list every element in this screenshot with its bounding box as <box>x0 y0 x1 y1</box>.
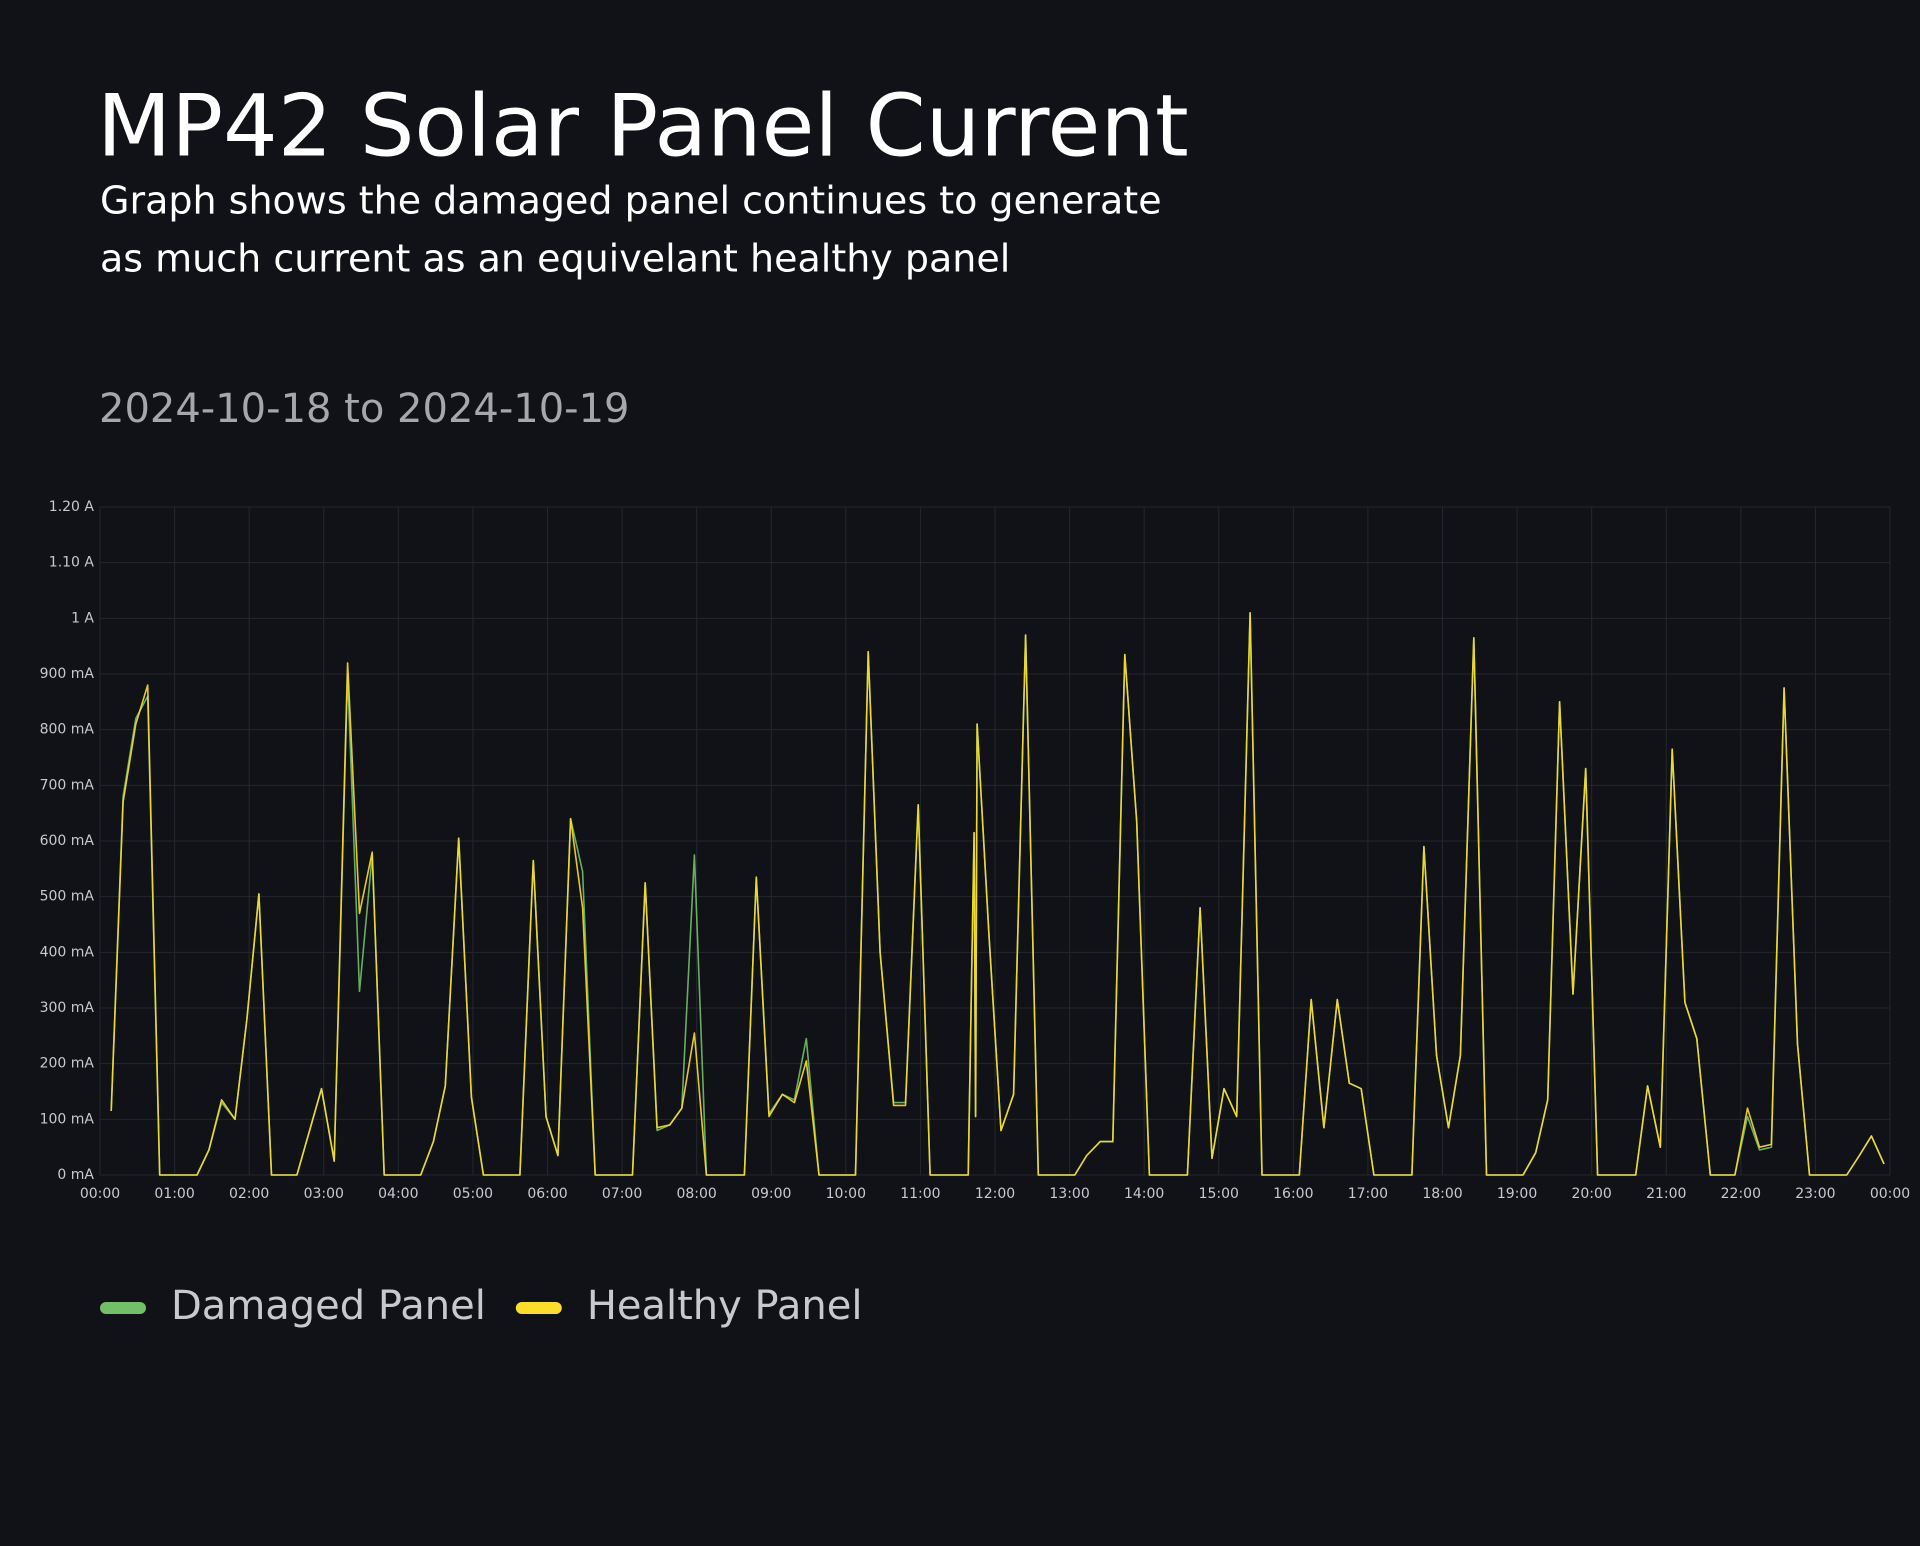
y-tick-label: 100 mA <box>40 1111 95 1127</box>
x-tick-label: 20:00 <box>1571 1186 1611 1202</box>
subtitle: as much current as an equivelant healthy… <box>100 237 1010 281</box>
legend-label: Healthy Panel <box>587 1283 863 1329</box>
y-tick-label: 900 mA <box>40 666 95 682</box>
x-tick-label: 08:00 <box>676 1186 716 1202</box>
subtitle: Graph shows the damaged panel continues … <box>100 179 1162 223</box>
series-line <box>110 612 1885 1176</box>
x-tick-label: 03:00 <box>304 1186 344 1202</box>
legend-label: Damaged Panel <box>171 1283 486 1329</box>
x-tick-label: 07:00 <box>602 1186 642 1202</box>
x-tick-label: 13:00 <box>1049 1186 1089 1202</box>
chart-title: MP42 Solar Panel Current <box>97 76 1189 176</box>
x-tick-label: 04:00 <box>378 1186 418 1202</box>
legend-swatch <box>515 1302 562 1314</box>
y-tick-label: 1.10 A <box>49 555 95 571</box>
y-tick-label: 200 mA <box>40 1056 95 1072</box>
y-tick-label: 600 mA <box>40 833 95 849</box>
x-tick-label: 17:00 <box>1348 1186 1388 1202</box>
x-tick-label: 05:00 <box>453 1186 493 1202</box>
x-tick-label: 02:00 <box>229 1186 269 1202</box>
x-tick-label: 01:00 <box>154 1186 194 1202</box>
x-tick-label: 10:00 <box>826 1186 866 1202</box>
date-range: 2024-10-18 to 2024-10-19 <box>99 386 630 432</box>
y-tick-label: 400 mA <box>40 944 95 960</box>
y-tick-label: 800 mA <box>40 722 95 738</box>
y-tick-label: 300 mA <box>40 1000 95 1016</box>
x-tick-label: 12:00 <box>975 1186 1015 1202</box>
x-tick-label: 11:00 <box>900 1186 940 1202</box>
x-tick-label: 15:00 <box>1199 1186 1239 1202</box>
x-tick-label: 00:00 <box>1870 1186 1910 1202</box>
x-tick-label: 23:00 <box>1795 1186 1835 1202</box>
y-tick-label: 700 mA <box>40 777 95 793</box>
x-tick-label: 22:00 <box>1721 1186 1761 1202</box>
x-tick-label: 09:00 <box>751 1186 791 1202</box>
y-tick-label: 1 A <box>71 610 94 626</box>
legend-swatch <box>100 1302 146 1314</box>
x-tick-label: 19:00 <box>1497 1186 1537 1202</box>
x-tick-label: 21:00 <box>1646 1186 1686 1202</box>
x-tick-label: 00:00 <box>80 1186 120 1202</box>
y-tick-label: 500 mA <box>40 889 95 905</box>
y-tick-label: 1.20 A <box>49 499 95 515</box>
x-tick-label: 18:00 <box>1422 1186 1462 1202</box>
x-tick-label: 06:00 <box>527 1186 567 1202</box>
x-tick-label: 16:00 <box>1273 1186 1313 1202</box>
y-tick-label: 0 mA <box>57 1167 94 1183</box>
x-tick-label: 14:00 <box>1124 1186 1164 1202</box>
